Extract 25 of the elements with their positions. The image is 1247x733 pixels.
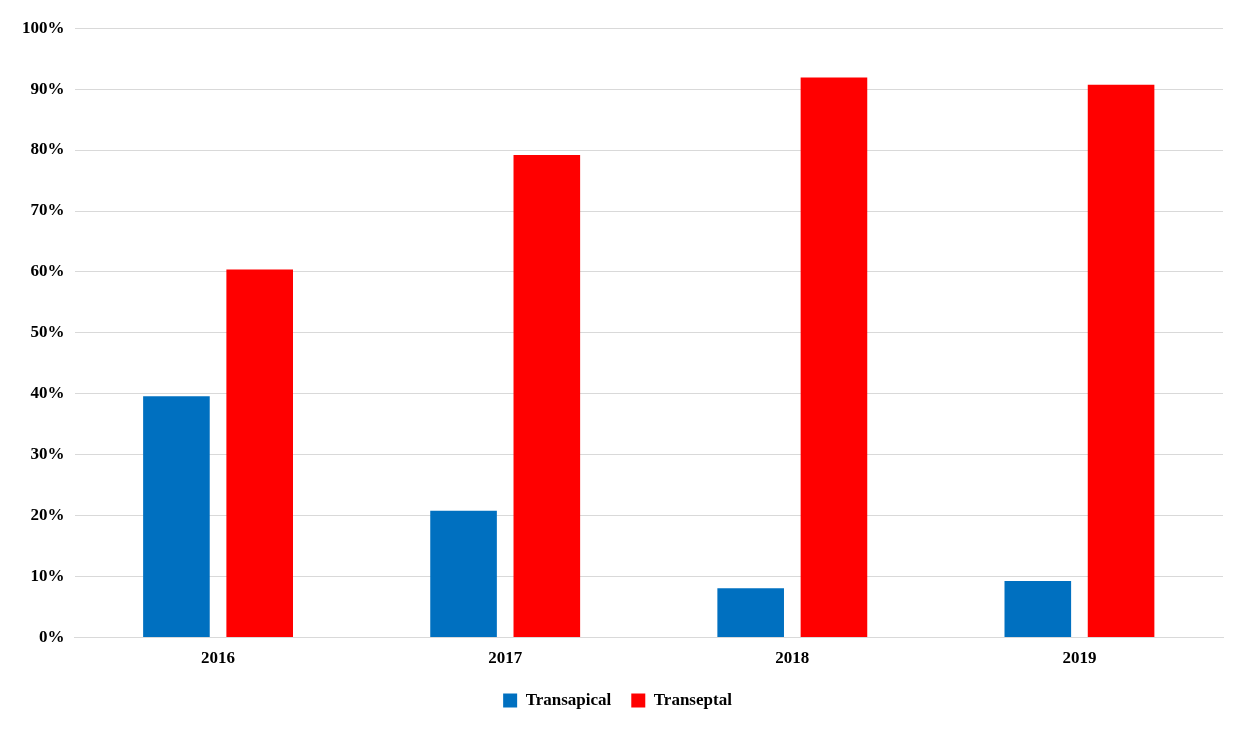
bar: [513, 154, 581, 638]
y-tick-label: 80%: [30, 139, 65, 159]
x-tick-label: 2019: [1062, 648, 1097, 668]
y-tick-label: 60%: [30, 261, 65, 281]
bar: [800, 77, 868, 638]
y-tick-label: 90%: [30, 78, 65, 98]
y-tick-label: 30%: [30, 444, 65, 464]
bar: [430, 510, 497, 638]
bar: [1087, 84, 1155, 638]
x-tick-label: 2016: [201, 648, 236, 668]
y-tick-label: 50%: [30, 322, 65, 342]
y-tick-label: 0%: [39, 626, 65, 646]
legend-label: Transeptal: [653, 689, 733, 709]
x-tick-label: 2018: [775, 648, 810, 668]
y-tick-label: 20%: [30, 505, 65, 525]
bar: [1004, 580, 1072, 638]
y-tick-label: 40%: [30, 383, 65, 403]
legend-label: Transapical: [525, 689, 612, 709]
x-tick-label: 2017: [488, 648, 523, 668]
bar: [226, 269, 293, 638]
y-tick-label: 10%: [30, 566, 65, 586]
bar: [143, 396, 210, 638]
y-tick-label: 70%: [30, 200, 65, 220]
bar: [717, 588, 784, 638]
y-tick-label: 100%: [22, 17, 65, 37]
